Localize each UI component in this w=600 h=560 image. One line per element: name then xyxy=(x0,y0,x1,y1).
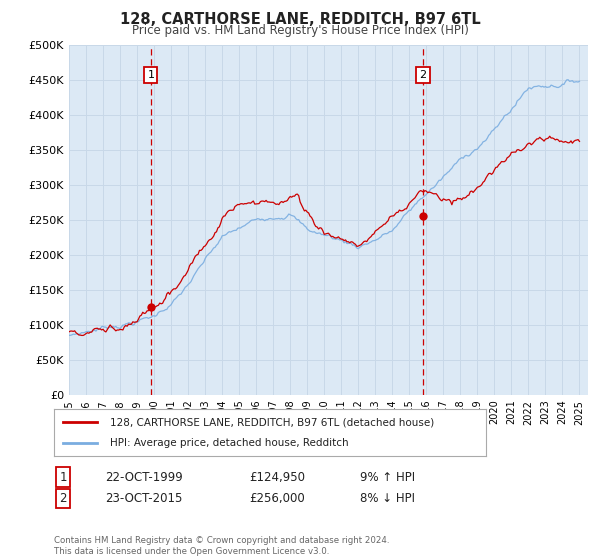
Text: 128, CARTHORSE LANE, REDDITCH, B97 6TL (detached house): 128, CARTHORSE LANE, REDDITCH, B97 6TL (… xyxy=(110,417,434,427)
Text: 2: 2 xyxy=(419,70,427,80)
Text: 2: 2 xyxy=(59,492,67,505)
Text: £256,000: £256,000 xyxy=(249,492,305,505)
Text: £124,950: £124,950 xyxy=(249,470,305,484)
Text: Contains HM Land Registry data © Crown copyright and database right 2024.
This d: Contains HM Land Registry data © Crown c… xyxy=(54,536,389,556)
Text: 1: 1 xyxy=(59,470,67,484)
Text: 8% ↓ HPI: 8% ↓ HPI xyxy=(360,492,415,505)
Text: 23-OCT-2015: 23-OCT-2015 xyxy=(105,492,182,505)
Text: Price paid vs. HM Land Registry's House Price Index (HPI): Price paid vs. HM Land Registry's House … xyxy=(131,24,469,36)
Text: 22-OCT-1999: 22-OCT-1999 xyxy=(105,470,183,484)
Text: HPI: Average price, detached house, Redditch: HPI: Average price, detached house, Redd… xyxy=(110,438,349,448)
Text: 9% ↑ HPI: 9% ↑ HPI xyxy=(360,470,415,484)
Text: 1: 1 xyxy=(148,70,154,80)
Text: 128, CARTHORSE LANE, REDDITCH, B97 6TL: 128, CARTHORSE LANE, REDDITCH, B97 6TL xyxy=(119,12,481,27)
